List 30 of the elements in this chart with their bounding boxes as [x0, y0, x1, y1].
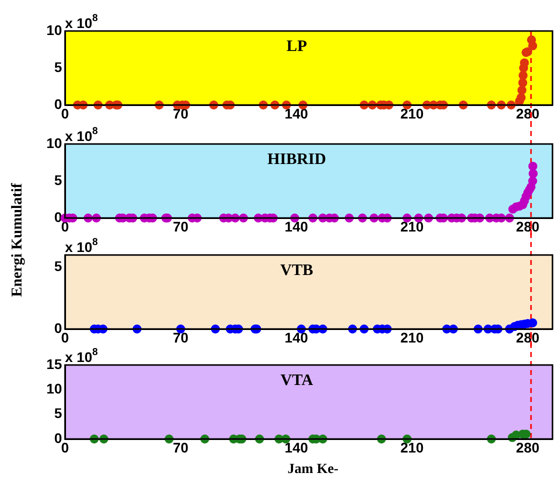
x-tick-label: 280 — [516, 105, 540, 122]
y-tick-label: 5 — [54, 405, 62, 422]
x-tick-label: 280 — [516, 218, 540, 234]
x-tick-label: 280 — [516, 329, 540, 346]
x-tick-label: 140 — [284, 218, 308, 234]
x-tick-label: 210 — [400, 439, 424, 456]
text: VTA — [280, 372, 314, 390]
y-axis-title: Energi Kumulatif — [10, 183, 26, 297]
x-tick-label: 70 — [172, 218, 189, 234]
x-axis-title: Jam Ke- — [288, 462, 338, 478]
x-tick-label: 70 — [172, 105, 189, 122]
y-tick-label: 10 — [46, 134, 62, 151]
y-tick-label: 5 — [54, 258, 62, 274]
y-tick-label: 10 — [46, 380, 62, 397]
x-tick-label: 140 — [284, 105, 308, 122]
y-tick-label: 10 — [46, 22, 62, 38]
x-tick-label: 70 — [172, 329, 189, 346]
x-tick-label: 210 — [400, 105, 424, 122]
x-tick-label: 70 — [172, 439, 189, 456]
x-tick-label: 280 — [516, 439, 540, 456]
y-tick-label: 5 — [54, 172, 62, 188]
text: VTB — [280, 262, 314, 280]
text: HIBRID — [267, 151, 326, 168]
y-tick-label: 15 — [46, 356, 62, 372]
x-tick-label: 210 — [400, 329, 424, 346]
x-tick-label: 140 — [284, 329, 308, 346]
text: LP — [286, 38, 308, 56]
y-tick-label: 5 — [54, 58, 62, 75]
x-tick-label: 140 — [284, 439, 308, 456]
x-tick-label: 210 — [400, 218, 424, 234]
